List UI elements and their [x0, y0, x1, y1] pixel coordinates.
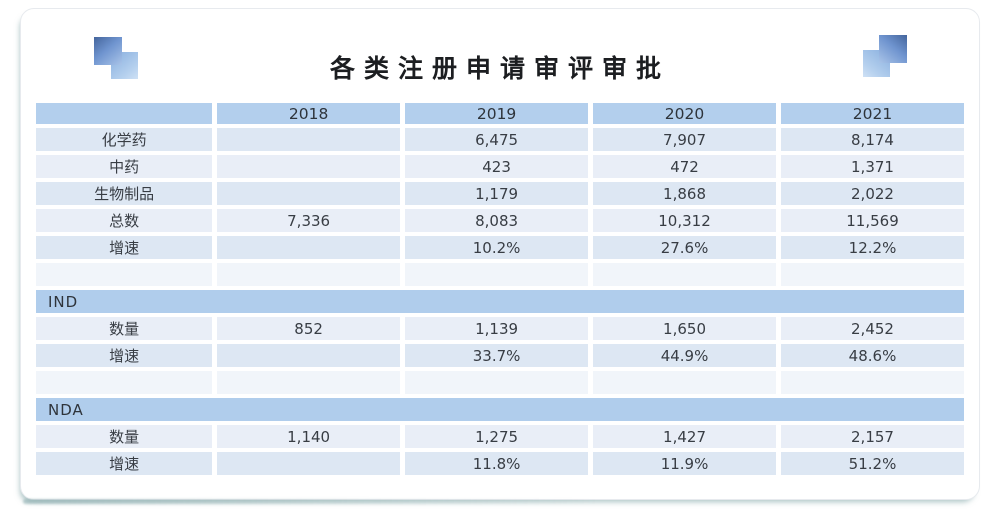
cell: 2,022: [781, 182, 964, 205]
spacer-row: [36, 263, 964, 286]
cell: [217, 155, 401, 178]
spacer-cell: [405, 371, 589, 394]
row-label: 数量: [36, 425, 213, 448]
column-header-2021: 2021: [781, 103, 964, 124]
cell: [217, 182, 401, 205]
cell: 1,427: [593, 425, 776, 448]
table-row: 化学药 6,475 7,907 8,174: [36, 128, 964, 151]
cell: 1,650: [593, 317, 776, 340]
spacer-cell: [781, 263, 964, 286]
table-row: 中药 423 472 1,371: [36, 155, 964, 178]
cell: 27.6%: [593, 236, 776, 259]
section-header-nda: NDA: [36, 398, 964, 421]
cell: 1,275: [405, 425, 589, 448]
spacer-cell: [593, 263, 776, 286]
cell: 10.2%: [405, 236, 589, 259]
cell: 1,139: [405, 317, 589, 340]
cell: [217, 236, 401, 259]
spacer-cell: [217, 263, 401, 286]
column-header: [36, 103, 213, 124]
cell: 472: [593, 155, 776, 178]
cell: 7,336: [217, 209, 401, 232]
overlapping-squares-icon: [94, 37, 140, 81]
spacer-cell: [593, 371, 776, 394]
table-row: 数量 1,140 1,275 1,427 2,157: [36, 425, 964, 448]
row-label: 中药: [36, 155, 213, 178]
section-header-label: IND: [36, 290, 964, 313]
cell: 1,868: [593, 182, 776, 205]
cell: 2,452: [781, 317, 964, 340]
row-label: 化学药: [36, 128, 213, 151]
cell: 11.9%: [593, 452, 776, 475]
section-header-ind: IND: [36, 290, 964, 313]
table-row: 增速 10.2% 27.6% 12.2%: [36, 236, 964, 259]
page-title: 各类注册申请审评审批: [329, 54, 670, 83]
cell: 44.9%: [593, 344, 776, 367]
table-card: 各类注册申请审评审批 2018 2019 2020 2021 化学药 6,4: [20, 8, 980, 500]
title-area: 各类注册申请审评审批: [21, 9, 979, 99]
cell: 1,371: [781, 155, 964, 178]
cell: 10,312: [593, 209, 776, 232]
cell: 8,174: [781, 128, 964, 151]
cell: 6,475: [405, 128, 589, 151]
square-dark-icon: [94, 37, 122, 65]
spacer-cell: [36, 371, 213, 394]
overlapping-squares-icon: [861, 35, 907, 79]
cell: 12.2%: [781, 236, 964, 259]
cell: 852: [217, 317, 401, 340]
row-label: 增速: [36, 452, 213, 475]
cell: 33.7%: [405, 344, 589, 367]
section-header-label: NDA: [36, 398, 964, 421]
spacer-row: [36, 371, 964, 394]
cell: [217, 452, 401, 475]
table-row: 总数 7,336 8,083 10,312 11,569: [36, 209, 964, 232]
cell: 8,083: [405, 209, 589, 232]
cell: [217, 128, 401, 151]
spacer-cell: [405, 263, 589, 286]
data-table-wrapper: 2018 2019 2020 2021 化学药 6,475 7,907 8,17…: [21, 99, 979, 479]
column-header-2020: 2020: [593, 103, 776, 124]
table-row: 增速 11.8% 11.9% 51.2%: [36, 452, 964, 475]
row-label: 增速: [36, 344, 213, 367]
cell: 423: [405, 155, 589, 178]
table-header-row: 2018 2019 2020 2021: [36, 103, 964, 124]
cell: 48.6%: [781, 344, 964, 367]
column-header-2019: 2019: [405, 103, 589, 124]
row-label: 生物制品: [36, 182, 213, 205]
spacer-cell: [36, 263, 213, 286]
table-row: 生物制品 1,179 1,868 2,022: [36, 182, 964, 205]
cell: 11.8%: [405, 452, 589, 475]
table-row: 数量 852 1,139 1,650 2,452: [36, 317, 964, 340]
cell: 2,157: [781, 425, 964, 448]
registration-table: 2018 2019 2020 2021 化学药 6,475 7,907 8,17…: [31, 99, 969, 479]
cell: 11,569: [781, 209, 964, 232]
spacer-cell: [217, 371, 401, 394]
cell: [217, 344, 401, 367]
cell: 7,907: [593, 128, 776, 151]
cell: 1,179: [405, 182, 589, 205]
cell: 51.2%: [781, 452, 964, 475]
column-header-2018: 2018: [217, 103, 401, 124]
row-label: 总数: [36, 209, 213, 232]
spacer-cell: [781, 371, 964, 394]
cell: 1,140: [217, 425, 401, 448]
row-label: 增速: [36, 236, 213, 259]
table-row: 增速 33.7% 44.9% 48.6%: [36, 344, 964, 367]
row-label: 数量: [36, 317, 213, 340]
square-dark-icon: [879, 35, 907, 63]
